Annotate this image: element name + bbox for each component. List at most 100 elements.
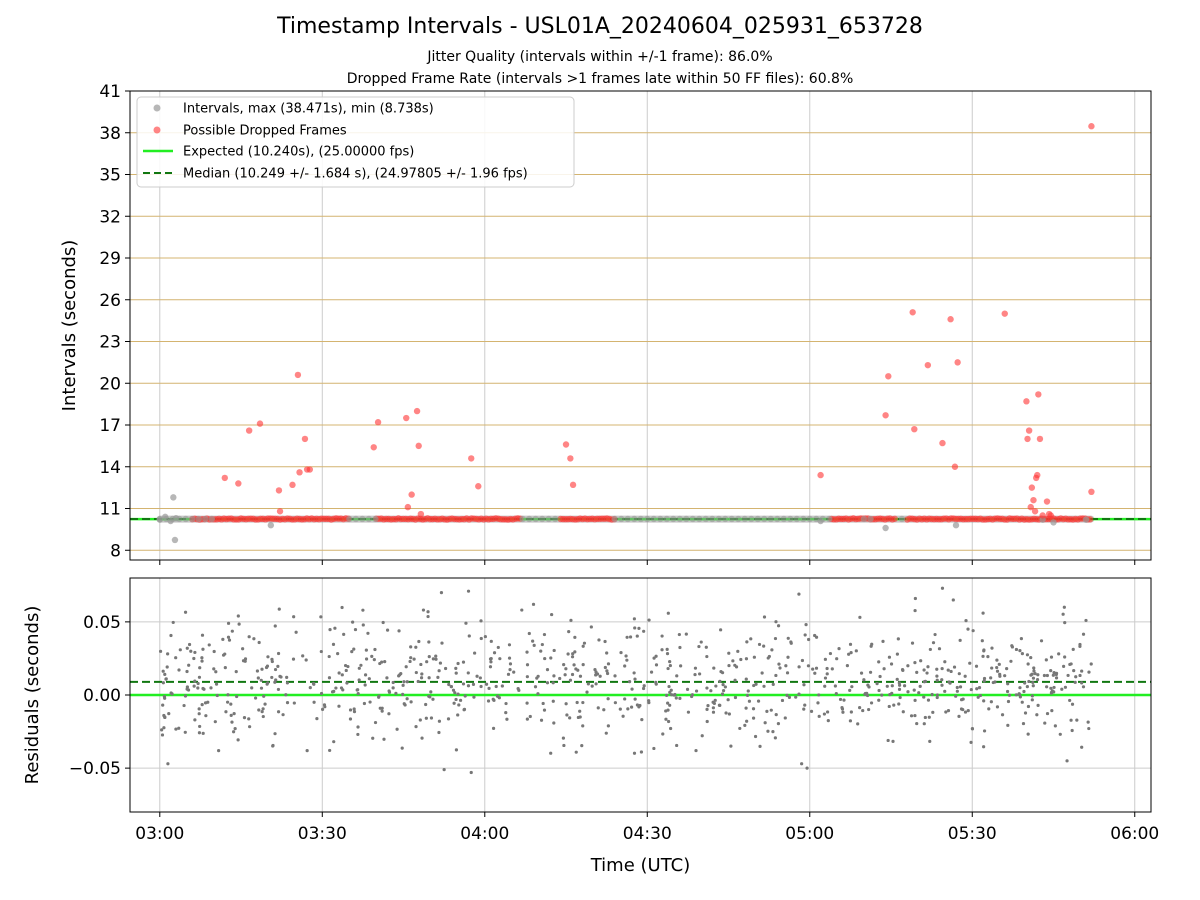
residual-point xyxy=(766,729,770,733)
interval-point xyxy=(644,515,651,523)
residual-point xyxy=(954,694,958,698)
interval-point xyxy=(182,515,189,523)
residual-point xyxy=(738,726,742,731)
interval-point xyxy=(267,522,275,529)
residual-point xyxy=(919,659,923,663)
residual-point xyxy=(285,675,289,679)
residual-point xyxy=(165,665,169,669)
residual-point xyxy=(1086,720,1090,724)
residual-point xyxy=(935,693,940,697)
residual-point xyxy=(508,668,512,672)
residual-point xyxy=(1029,655,1033,660)
residual-point xyxy=(1030,694,1034,698)
residual-point xyxy=(259,678,263,682)
residual-point xyxy=(847,652,851,656)
residual-point xyxy=(1018,695,1022,699)
residual-point xyxy=(402,680,406,684)
residual-point xyxy=(804,622,808,627)
residual-point xyxy=(573,650,577,654)
residual-point xyxy=(353,627,358,632)
dropped-frame-point xyxy=(939,439,946,447)
y-tick-label: 17 xyxy=(99,416,121,436)
residual-point xyxy=(654,682,658,686)
dropped-frame-point xyxy=(413,407,421,415)
y-tick-label: 32 xyxy=(99,207,121,227)
residual-point xyxy=(327,654,331,659)
residual-point xyxy=(421,608,426,612)
residual-point xyxy=(1080,681,1084,685)
residual-point xyxy=(669,726,673,731)
residual-point xyxy=(257,708,261,712)
residual-point xyxy=(552,648,556,653)
chart-legend: Intervals, max (38.471s), min (8.738s) Po… xyxy=(136,96,575,188)
residual-point xyxy=(322,703,327,707)
residual-point xyxy=(982,648,986,652)
residual-point xyxy=(922,680,927,684)
residual-point xyxy=(427,676,431,680)
residual-point xyxy=(301,654,305,658)
residual-point xyxy=(752,683,756,688)
residual-point xyxy=(981,654,985,658)
interval-point xyxy=(365,515,373,523)
interval-point xyxy=(689,515,696,523)
residual-point xyxy=(270,675,274,680)
residual-point xyxy=(340,673,344,677)
residual-point xyxy=(1018,686,1022,690)
residual-point xyxy=(266,655,270,659)
residual-point xyxy=(1045,711,1050,716)
residual-point xyxy=(292,615,296,619)
residual-point xyxy=(834,691,838,696)
residual-point xyxy=(887,704,891,709)
residual-point xyxy=(822,712,827,716)
residual-point xyxy=(491,726,496,730)
residual-point xyxy=(678,696,682,700)
residual-point xyxy=(454,671,458,675)
residual-point xyxy=(243,657,248,661)
residual-point xyxy=(705,719,709,724)
residual-point xyxy=(1014,647,1019,652)
residual-point xyxy=(963,710,968,714)
residual-point xyxy=(525,675,529,679)
dropped-frame-point xyxy=(1088,123,1095,130)
residual-point xyxy=(1078,642,1082,647)
residual-point xyxy=(675,674,679,678)
dropped-frame-point xyxy=(404,503,412,511)
residual-point xyxy=(183,730,187,734)
residual-point xyxy=(890,684,894,688)
residual-point xyxy=(797,665,801,669)
residual-point xyxy=(214,670,218,674)
y-tick-label: 29 xyxy=(99,249,121,269)
residual-point xyxy=(854,649,858,653)
residual-point xyxy=(660,648,664,652)
residual-point xyxy=(169,691,173,695)
dropped-frame-point xyxy=(245,427,253,434)
residual-point xyxy=(937,647,942,651)
residual-point xyxy=(542,708,547,712)
residual-point xyxy=(276,651,281,656)
residual-point xyxy=(1000,713,1005,717)
interval-point xyxy=(171,536,179,544)
residual-point xyxy=(704,645,708,649)
residual-point xyxy=(260,667,264,671)
residual-point xyxy=(207,643,211,647)
interval-point xyxy=(525,515,533,523)
dropped-frame-point xyxy=(954,359,961,366)
residual-point xyxy=(762,644,766,648)
residual-point xyxy=(891,739,895,743)
residual-point xyxy=(162,726,166,730)
residual-point xyxy=(185,687,189,691)
residual-point xyxy=(842,698,846,702)
residual-point xyxy=(1029,673,1033,677)
residual-point xyxy=(672,693,676,697)
residual-point xyxy=(951,598,955,602)
dropped-frame-point xyxy=(475,483,482,490)
residual-point xyxy=(733,678,737,682)
residual-point xyxy=(337,704,341,708)
residual-point xyxy=(364,657,369,661)
residual-point xyxy=(1005,689,1010,694)
residual-point xyxy=(995,665,999,670)
residual-point xyxy=(1081,632,1086,636)
residual-point xyxy=(236,738,240,742)
residual-point xyxy=(315,717,319,721)
residual-point xyxy=(397,629,401,633)
